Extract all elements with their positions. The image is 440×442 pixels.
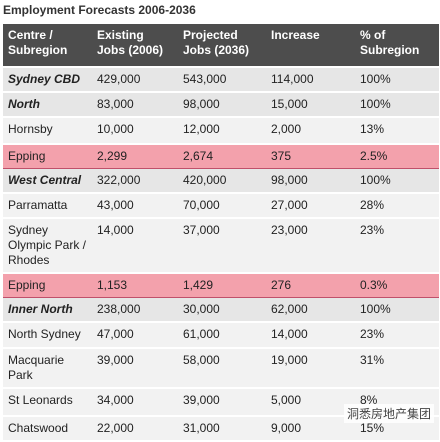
table-cell: 429,000 [92, 67, 178, 93]
table-row: Epping 2,299 2,674 375 2.5% [3, 143, 439, 169]
table-cell: 0.3% [355, 272, 439, 298]
table-cell: 375 [266, 143, 355, 169]
table-cell: 61,000 [178, 322, 266, 349]
table-cell: 2,299 [92, 143, 178, 169]
header-row: Centre / Subregion Existing Jobs (2006) Pr… [3, 24, 439, 68]
watermark: 洞悉房地产集团 [343, 404, 434, 423]
table-cell: 12,000 [178, 117, 266, 145]
table-cell: 100% [355, 168, 439, 194]
table-cell: 2.5% [355, 143, 439, 169]
column-header: % of Subregion [355, 24, 439, 68]
table-cell: Chatswood [3, 416, 92, 442]
table: Centre / Subregion Existing Jobs (2006) Pr… [3, 24, 439, 442]
page: Employment Forecasts 2006-2036 Centre / … [3, 3, 439, 442]
table-cell: 39,000 [92, 348, 178, 389]
table-cell: 100% [355, 67, 439, 93]
table-cell: North Sydney [3, 322, 92, 349]
table-cell: Macquarie Park [3, 348, 92, 389]
table-cell: 276 [266, 272, 355, 298]
table-cell: Epping [3, 143, 92, 169]
table-cell: 322,000 [92, 168, 178, 194]
table-cell: 10,000 [92, 117, 178, 145]
table-row: West Central 322,000 420,000 98,000 100% [3, 168, 439, 194]
table-row: Sydney CBD 429,000 543,000 114,000 100% [3, 67, 439, 93]
table-cell: 1,153 [92, 272, 178, 298]
table-cell: 100% [355, 297, 439, 323]
column-header: Projected Jobs (2036) [178, 24, 266, 68]
table-cell: 30,000 [178, 297, 266, 323]
table-row: St Leonards 34,000 39,000 5,000 8% [3, 388, 439, 417]
table-row: Parramatta 43,000 70,000 27,000 28% [3, 193, 439, 219]
table-cell: 100% [355, 92, 439, 118]
column-header: Centre / Subregion [3, 24, 92, 68]
table-cell: 23% [355, 218, 439, 274]
title: Employment Forecasts 2006-2036 [3, 3, 196, 17]
table-cell: 13% [355, 117, 439, 145]
table-cell: 14,000 [92, 218, 178, 274]
table-cell: 34,000 [92, 388, 178, 417]
table-row: Epping 1,153 1,429 276 0.3% [3, 272, 439, 298]
table-cell: 83,000 [92, 92, 178, 118]
table-cell: Hornsby [3, 117, 92, 145]
table-cell: St Leonards [3, 388, 92, 417]
table-cell: North [3, 92, 92, 118]
table-cell: 1,429 [178, 272, 266, 298]
table-cell: 23,000 [266, 218, 355, 274]
table-cell: Parramatta [3, 193, 92, 219]
table-cell: 14,000 [266, 322, 355, 349]
table-cell: 420,000 [178, 168, 266, 194]
table-cell: 23% [355, 322, 439, 349]
table-cell: 22,000 [92, 416, 178, 442]
table-row: North 83,000 98,000 15,000 100% [3, 92, 439, 118]
table-cell: West Central [3, 168, 92, 194]
table-cell: 238,000 [92, 297, 178, 323]
table-cell: 62,000 [266, 297, 355, 323]
table-cell: 39,000 [178, 388, 266, 417]
column-header: Existing Jobs (2006) [92, 24, 178, 68]
table-cell: 2,000 [266, 117, 355, 145]
table-cell: 47,000 [92, 322, 178, 349]
column-header: Increase [266, 24, 355, 68]
table-cell: 58,000 [178, 348, 266, 389]
table-cell: 15,000 [266, 92, 355, 118]
table-cell: 98,000 [266, 168, 355, 194]
table-row: North Sydney 47,000 61,000 14,000 23% [3, 322, 439, 349]
table-cell: Sydney Olympic Park / Rhodes [3, 218, 92, 274]
table-cell: 37,000 [178, 218, 266, 274]
table-cell: 114,000 [266, 67, 355, 93]
table-cell: 43,000 [92, 193, 178, 219]
table-cell: 19,000 [266, 348, 355, 389]
table-cell: Epping [3, 272, 92, 298]
table-cell: 5,000 [266, 388, 355, 417]
table-cell: 98,000 [178, 92, 266, 118]
table-row: Hornsby 10,000 12,000 2,000 13% [3, 117, 439, 145]
table-cell: Sydney CBD [3, 67, 92, 93]
table-cell: 70,000 [178, 193, 266, 219]
table-row: Sydney Olympic Park / Rhodes 14,000 37,000… [3, 218, 439, 274]
table-row: Inner North 238,000 30,000 62,000 100% [3, 297, 439, 323]
table-cell: 9,000 [266, 416, 355, 442]
table-cell: 31,000 [178, 416, 266, 442]
table-cell: 2,674 [178, 143, 266, 169]
table-cell: 31% [355, 348, 439, 389]
table-cell: 543,000 [178, 67, 266, 93]
table-cell: Inner North [3, 297, 92, 323]
table-cell: 27,000 [266, 193, 355, 219]
table-row: Macquarie Park 39,000 58,000 19,000 31% [3, 348, 439, 389]
table-cell: 28% [355, 193, 439, 219]
